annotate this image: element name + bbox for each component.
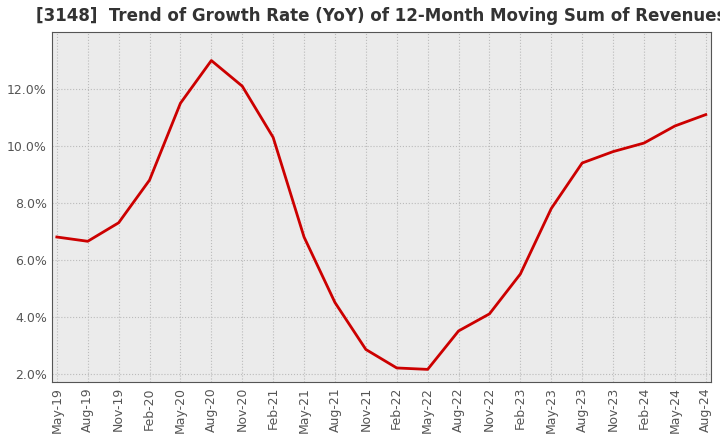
- Title: [3148]  Trend of Growth Rate (YoY) of 12-Month Moving Sum of Revenues: [3148] Trend of Growth Rate (YoY) of 12-…: [36, 7, 720, 25]
